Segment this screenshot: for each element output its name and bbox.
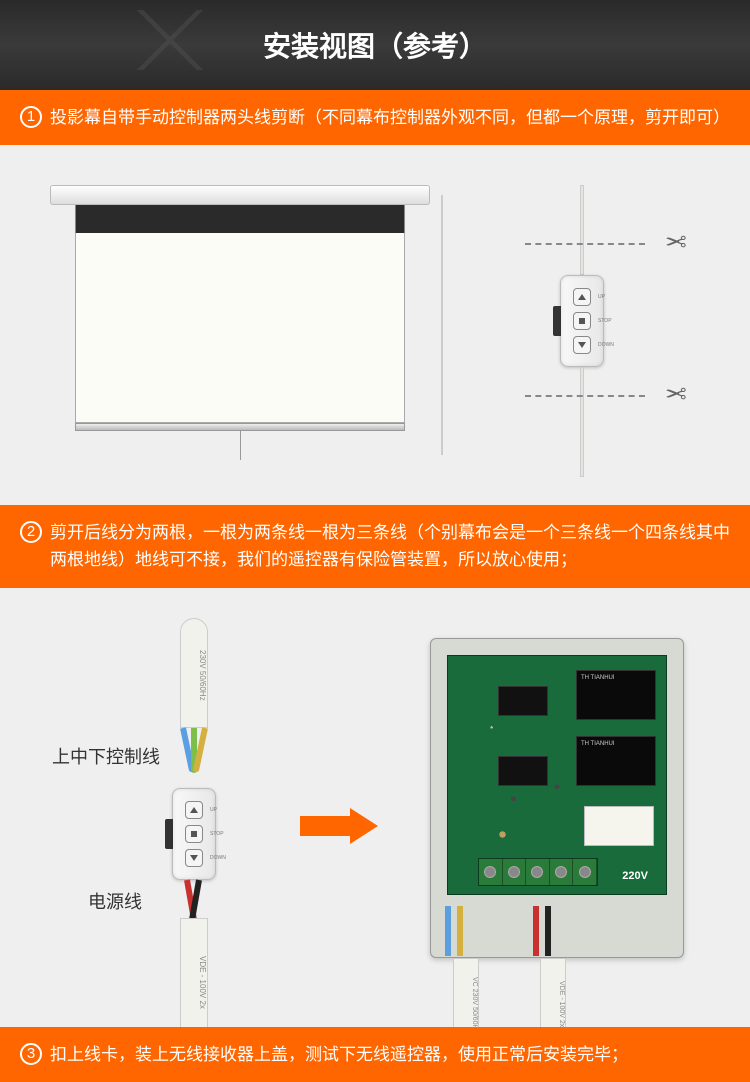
control-cable-sheath: 230V 50/60Hz <box>180 618 208 728</box>
projector-screen-diagram <box>50 185 430 455</box>
controller-stop-button: STOP <box>185 825 203 843</box>
header-band: 安装视图（参考） <box>0 0 750 90</box>
step-2-text: 剪开后线分为两根，一根为两条线一根为三条线（个别幕布会是一个三条线一个四条线其中… <box>50 519 730 573</box>
triangle-down-icon <box>578 342 586 348</box>
step-1-bar: 1 投影幕自带手动控制器两头线剪断（不同幕布控制器外观不同，但都一个原理，剪开即… <box>0 90 750 145</box>
controller-down-button: DOWN <box>185 849 203 867</box>
cable-segment-lower <box>580 367 584 477</box>
step-1-number: 1 <box>20 106 42 128</box>
wire-black <box>545 906 551 956</box>
cable-marking-top: 230V 50/60Hz <box>198 650 207 701</box>
scissors-icon: ✂ <box>665 227 687 258</box>
manual-controller: UP STOP DOWN <box>560 275 604 367</box>
btn-label-down: DOWN <box>598 342 614 348</box>
step-3-text: 扣上线卡，装上无线接收器上盖，测试下无线遥控器，使用正常后安装完毕； <box>50 1041 628 1068</box>
cable-segment-upper <box>580 185 584 275</box>
header-title: 安装视图（参考） <box>263 25 487 65</box>
two-core-wires <box>182 880 206 920</box>
relay-brand: TH TIANHUI <box>581 675 615 681</box>
relay-2: TH TIANHUI <box>576 736 656 786</box>
step-2-bar: 2 剪开后线分为两根，一根为两条线一根为三条线（个别幕布会是一个三条线一个四条线… <box>0 505 750 587</box>
relay-1: TH TIANHUI <box>576 670 656 720</box>
controller-stop-button: STOP <box>573 312 591 330</box>
step-2-number: 2 <box>20 521 42 543</box>
cut-line-bottom <box>525 395 645 397</box>
cut-line-top <box>525 243 645 245</box>
step-3-bar: 3 扣上线卡，装上无线接收器上盖，测试下无线遥控器，使用正常后安装完毕； <box>0 1027 750 1082</box>
manual-controller-2: UP STOP DOWN <box>172 788 216 880</box>
controller-up-button: UP <box>573 288 591 306</box>
ic-chip <box>498 756 548 786</box>
controller-side-plug <box>165 819 173 849</box>
label-control-wire: 上中下控制线 <box>52 743 160 769</box>
btn-label-stop: STOP <box>598 318 612 324</box>
power-cable-sheath: VDE - 100V 2x <box>180 918 208 1038</box>
panel-step-1: ✂ UP STOP DOWN ✂ <box>0 145 750 505</box>
projector-black-border <box>75 205 405 233</box>
connector-block <box>584 806 654 846</box>
label-power-wire: 电源线 <box>88 888 142 914</box>
panel-step-2: 230V 50/60Hz 上中下控制线 UP STOP DOWN 电源线 VDE… <box>0 588 750 1046</box>
projector-housing <box>50 185 430 205</box>
controller-side-plug <box>553 306 561 336</box>
relay-brand: TH TIANHUI <box>581 741 615 747</box>
arrow-icon <box>300 808 380 844</box>
wire-blue <box>445 906 451 956</box>
btn-label-up: UP <box>598 294 605 300</box>
voltage-label: 220V <box>622 870 648 882</box>
square-icon <box>191 831 197 837</box>
step-1-text: 投影幕自带手动控制器两头线剪断（不同幕布控制器外观不同，但都一个原理，剪开即可） <box>50 104 730 131</box>
cable-marking-bottom: VDE - 100V 2x <box>198 956 207 1009</box>
triangle-down-icon <box>190 855 198 861</box>
projector-white-screen <box>75 233 405 423</box>
step-3-number: 3 <box>20 1043 42 1065</box>
wire-red <box>533 906 539 956</box>
controller-down-button: DOWN <box>573 336 591 354</box>
triangle-up-icon <box>190 807 198 813</box>
three-core-wires <box>178 728 210 773</box>
triangle-up-icon <box>578 294 586 300</box>
projector-weight-bar <box>75 423 405 431</box>
screw-terminal <box>478 858 598 886</box>
wire-yellow <box>457 906 463 956</box>
scissors-icon: ✂ <box>665 379 687 410</box>
ic-chip <box>498 686 548 716</box>
controller-up-button: UP <box>185 801 203 819</box>
receiver-pcb: TH TIANHUI TH TIANHUI 220V <box>447 655 667 895</box>
output-wires-group <box>445 906 551 956</box>
square-icon <box>579 318 585 324</box>
